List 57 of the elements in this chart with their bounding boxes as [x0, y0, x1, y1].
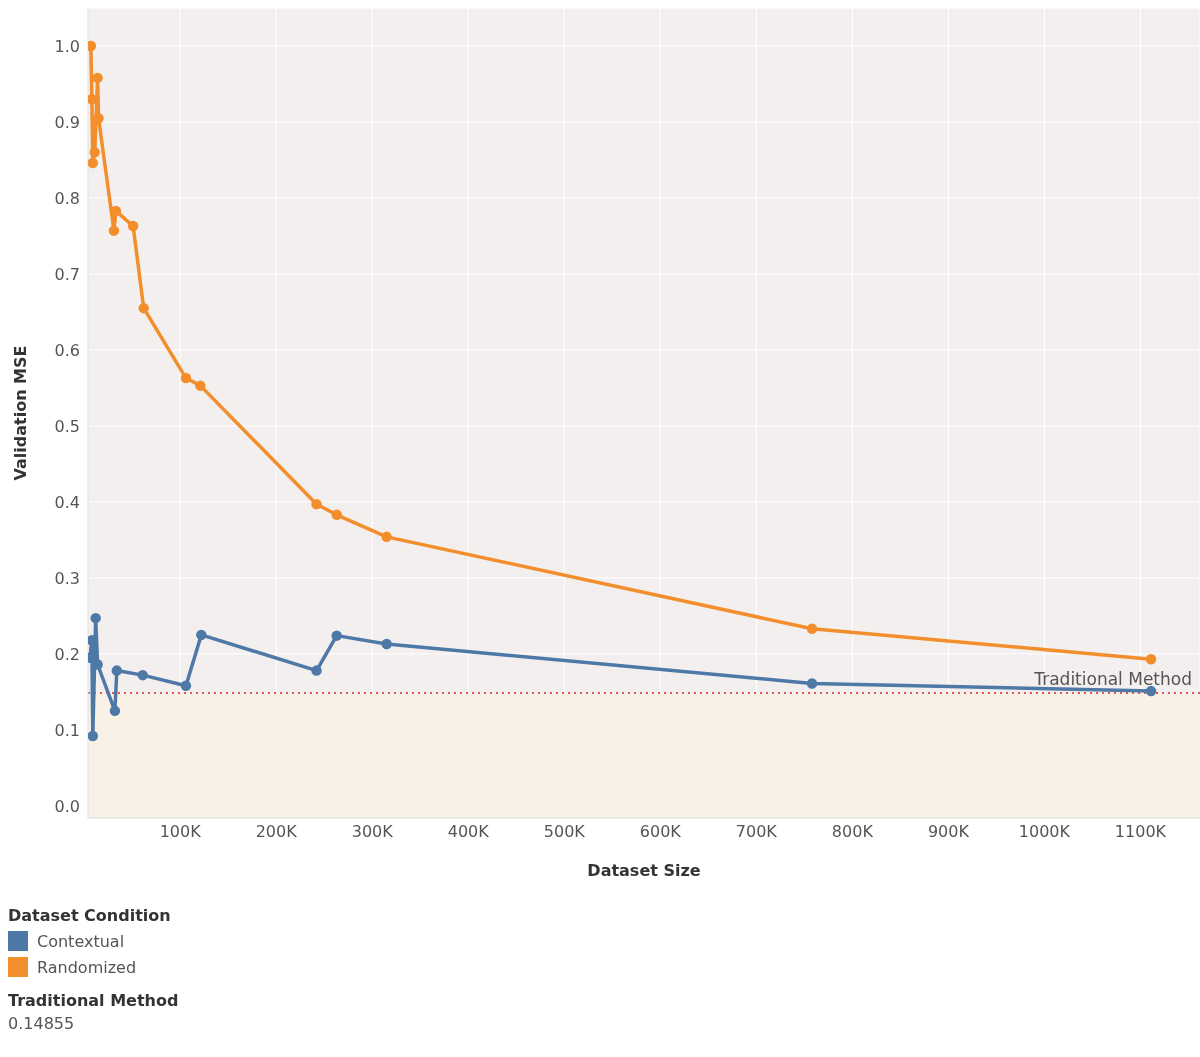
y-tick-label: 0.4: [54, 492, 80, 512]
point: [180, 372, 192, 384]
x-tick-label: 1000K: [1018, 822, 1071, 842]
point: [138, 302, 149, 314]
x-tick-label: 1100K: [1114, 822, 1167, 842]
x-tick-label: 300K: [351, 822, 394, 842]
point: [137, 669, 148, 681]
y-axis-title: Validation MSE: [10, 345, 30, 481]
point: [89, 147, 100, 158]
point: [196, 629, 207, 641]
legend-title: Dataset Condition: [8, 906, 172, 925]
point: [127, 220, 139, 232]
point: [90, 612, 101, 624]
point: [1145, 685, 1157, 697]
text: 0.14855: [8, 1014, 76, 1033]
x-tick-label: 700K: [735, 822, 778, 842]
y-tick-label: 0.2: [54, 644, 80, 664]
point: [331, 509, 342, 521]
legend-label: Contextual: [36, 931, 126, 951]
point: [311, 665, 322, 676]
point: [381, 531, 392, 543]
legend-label: Randomized: [36, 957, 138, 977]
y-tick-label: 0.1: [54, 720, 80, 740]
point: [195, 380, 206, 391]
y-tick-label: 0.6: [54, 340, 80, 360]
point: [109, 705, 121, 717]
point: [93, 112, 104, 124]
x-tick-label: 100K: [159, 822, 202, 842]
point: [88, 730, 99, 742]
ref-line-label: Traditional Method: [1033, 668, 1192, 689]
x-axis-title: Dataset Size: [587, 861, 701, 880]
point: [806, 678, 818, 689]
x-tick-label: 400K: [447, 822, 490, 842]
point: [311, 498, 322, 510]
point: [88, 40, 97, 52]
point: [331, 630, 342, 641]
y-tick-label: 0.8: [54, 188, 80, 208]
point: [111, 665, 123, 676]
point: [92, 72, 103, 84]
x-tick-label: 900K: [927, 822, 970, 842]
x-tick-label: 600K: [639, 822, 682, 842]
y-tick-label: 0.9: [54, 112, 80, 132]
point: [381, 638, 392, 650]
y-tick-label: 0.3: [54, 568, 80, 588]
x-tick-label: 200K: [255, 822, 298, 842]
point: [88, 157, 99, 169]
text: Traditional Method: [8, 991, 180, 1010]
y-tick-label: 1.0: [54, 36, 80, 56]
point: [108, 225, 120, 236]
y-tick-label: 0.5: [54, 416, 80, 436]
x-tick-label: 500K: [543, 822, 586, 842]
y-tick-label: 0.7: [54, 264, 80, 284]
point: [180, 680, 192, 692]
y-tick-label: 0.0: [54, 796, 80, 816]
x-tick-label: 800K: [831, 822, 874, 842]
point: [806, 623, 818, 635]
point: [1145, 653, 1157, 665]
